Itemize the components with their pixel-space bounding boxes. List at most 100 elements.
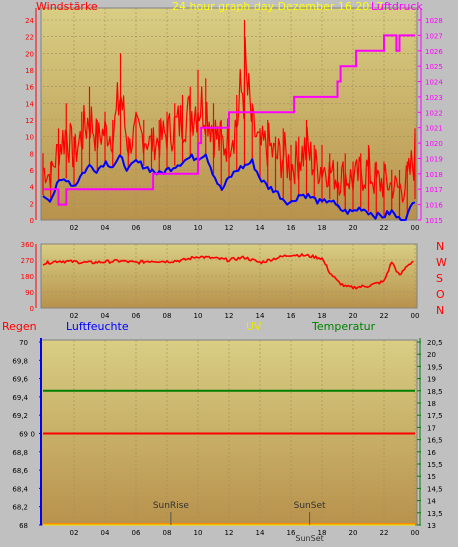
temperature-tick-label: 16: [427, 449, 436, 457]
temperature-tick-label: 18: [427, 400, 436, 408]
wind-tick-label: 18: [25, 67, 34, 75]
direction-tick-label: 0: [30, 305, 34, 313]
pressure-tick-label: 1023: [425, 94, 443, 102]
temperature-tick-label: 20: [427, 351, 436, 359]
x-tick-label: 20: [349, 312, 358, 320]
wind-tick-label: 0: [30, 217, 34, 225]
x-tick-label: 14: [256, 529, 265, 537]
x-tick-label: 18: [318, 224, 327, 232]
temperature-tick-label: 14,5: [427, 485, 443, 493]
temperature-tick-label: 14: [427, 498, 436, 506]
x-tick-label: 04: [101, 224, 110, 232]
wind-tick-label: 10: [25, 134, 34, 142]
x-tick-label: 18: [318, 529, 327, 537]
compass-w: W: [436, 256, 447, 269]
x-tick-label: 14: [256, 224, 265, 232]
temperature-tick-label: 13,5: [427, 510, 443, 518]
pressure-tick-label: 1025: [425, 63, 443, 71]
humidity-tick-label: 68: [19, 522, 28, 530]
wind-tick-label: 24: [25, 17, 34, 25]
x-tick-label: 00: [411, 529, 420, 537]
direction-tick-label: 270: [21, 257, 34, 265]
wind-tick-label: 2: [30, 200, 34, 208]
sunrise-label: SunRise: [153, 501, 190, 511]
x-tick-label: 16: [287, 312, 296, 320]
wind-tick-label: 4: [30, 184, 35, 192]
x-tick-label: 12: [225, 224, 234, 232]
pressure-tick-label: 1015: [425, 217, 443, 225]
pressure-tick-label: 1027: [425, 32, 443, 40]
humidity-tick-label: 69,4: [12, 394, 28, 402]
wind-tick-label: 8: [30, 150, 34, 158]
axes: 0246810121416182022241015101610171018101…: [12, 8, 443, 537]
compass-n-top: N: [436, 240, 444, 253]
x-tick-label: 12: [225, 529, 234, 537]
direction-tick-label: 360: [21, 241, 34, 249]
x-tick-label: 06: [132, 312, 141, 320]
humidity-title: Luftfeuchte: [66, 320, 129, 333]
temperature-tick-label: 20,5: [427, 339, 443, 347]
pressure-tick-label: 1017: [425, 186, 443, 194]
humidity-tick-label: 68,2: [12, 504, 28, 512]
pressure-tick-label: 1021: [425, 125, 443, 133]
temperature-title: Temperatur: [311, 320, 376, 333]
sunset-bottom-label: SunSet: [295, 534, 323, 543]
humidity-tick-label: 69,2: [12, 412, 28, 420]
pressure-tick-label: 1018: [425, 171, 443, 179]
x-tick-label: 18: [318, 312, 327, 320]
humidity-tick-label: 69,6: [12, 376, 28, 384]
humidity-tick-label: 68,4: [12, 485, 28, 493]
wind-tick-label: 16: [25, 84, 34, 92]
rain-title: Regen: [2, 320, 37, 333]
x-tick-label: 06: [132, 529, 141, 537]
wind-average-line: [42, 153, 416, 221]
pressure-tick-label: 1024: [425, 79, 443, 87]
x-tick-label: 12: [225, 312, 234, 320]
sunset-label: SunSet: [294, 501, 326, 511]
x-tick-label: 10: [194, 312, 203, 320]
x-tick-label: 08: [163, 529, 172, 537]
humidity-tick-label: 70: [19, 339, 28, 347]
humidity-tick-label: 69: [19, 431, 28, 439]
rain-tick-label: 0: [31, 431, 35, 439]
direction-tick-label: 90: [25, 289, 34, 297]
temperature-tick-label: 19: [427, 376, 436, 384]
temperature-tick-label: 15,5: [427, 461, 443, 469]
x-tick-label: 10: [194, 224, 203, 232]
pressure-axis-title: Luftdruck: [371, 0, 423, 13]
compass-n-bottom: N: [436, 304, 444, 317]
x-tick-label: 02: [70, 312, 79, 320]
humidity-tick-label: 69,8: [12, 357, 28, 365]
wind-tick-label: 6: [30, 167, 35, 175]
temperature-tick-label: 16,5: [427, 437, 443, 445]
wind-direction-line: [42, 253, 414, 290]
x-tick-label: 16: [287, 224, 296, 232]
temperature-tick-label: 15: [427, 473, 436, 481]
wind-tick-label: 14: [25, 100, 34, 108]
humidity-tick-label: 68,8: [12, 449, 28, 457]
x-tick-label: 02: [70, 529, 79, 537]
x-tick-label: 16: [287, 529, 296, 537]
x-tick-label: 04: [101, 312, 110, 320]
x-tick-label: 04: [101, 529, 110, 537]
pressure-tick-label: 1022: [425, 109, 443, 117]
uv-title: UV: [246, 320, 262, 333]
x-tick-label: 06: [132, 224, 141, 232]
x-tick-label: 14: [256, 312, 265, 320]
pressure-tick-label: 1016: [425, 202, 443, 210]
x-tick-label: 20: [349, 224, 358, 232]
wind-axis-title: Windstärke: [36, 0, 98, 13]
wind-tick-label: 12: [25, 117, 34, 125]
pressure-tick-label: 1028: [425, 17, 443, 25]
x-tick-label: 08: [163, 312, 172, 320]
direction-tick-label: 180: [21, 273, 34, 281]
temperature-tick-label: 18,5: [427, 388, 443, 396]
temperature-tick-label: 19,5: [427, 363, 443, 371]
x-tick-label: 10: [194, 529, 203, 537]
x-tick-label: 22: [380, 529, 389, 537]
pressure-tick-label: 1026: [425, 48, 443, 56]
compass-o: O: [436, 288, 445, 301]
x-tick-label: 20: [349, 529, 358, 537]
